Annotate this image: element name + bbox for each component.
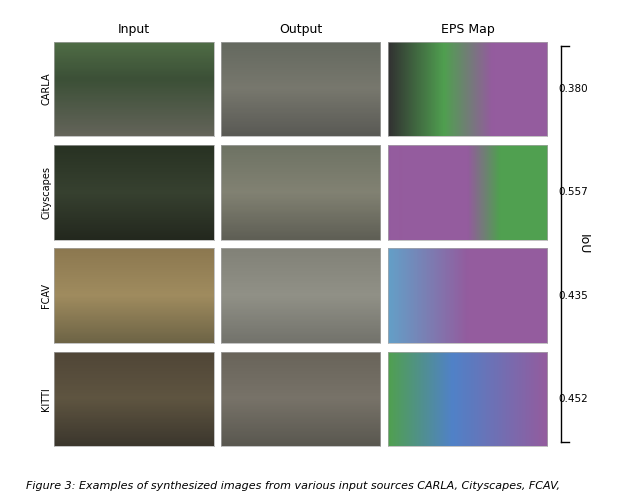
Text: Output: Output xyxy=(279,23,323,36)
Text: 0.435: 0.435 xyxy=(559,291,588,301)
Text: 0.380: 0.380 xyxy=(559,84,588,94)
Text: CARLA: CARLA xyxy=(41,73,51,106)
Text: IoU: IoU xyxy=(577,234,590,254)
Text: 0.557: 0.557 xyxy=(559,187,588,197)
Text: Figure 3: Examples of synthesized images from various input sources CARLA, Citys: Figure 3: Examples of synthesized images… xyxy=(26,481,559,491)
Text: FCAV: FCAV xyxy=(41,283,51,308)
Text: Cityscapes: Cityscapes xyxy=(41,166,51,219)
Text: Input: Input xyxy=(118,23,150,36)
Text: 0.452: 0.452 xyxy=(559,394,588,404)
Text: EPS Map: EPS Map xyxy=(441,23,495,36)
Text: KITTI: KITTI xyxy=(41,387,51,411)
